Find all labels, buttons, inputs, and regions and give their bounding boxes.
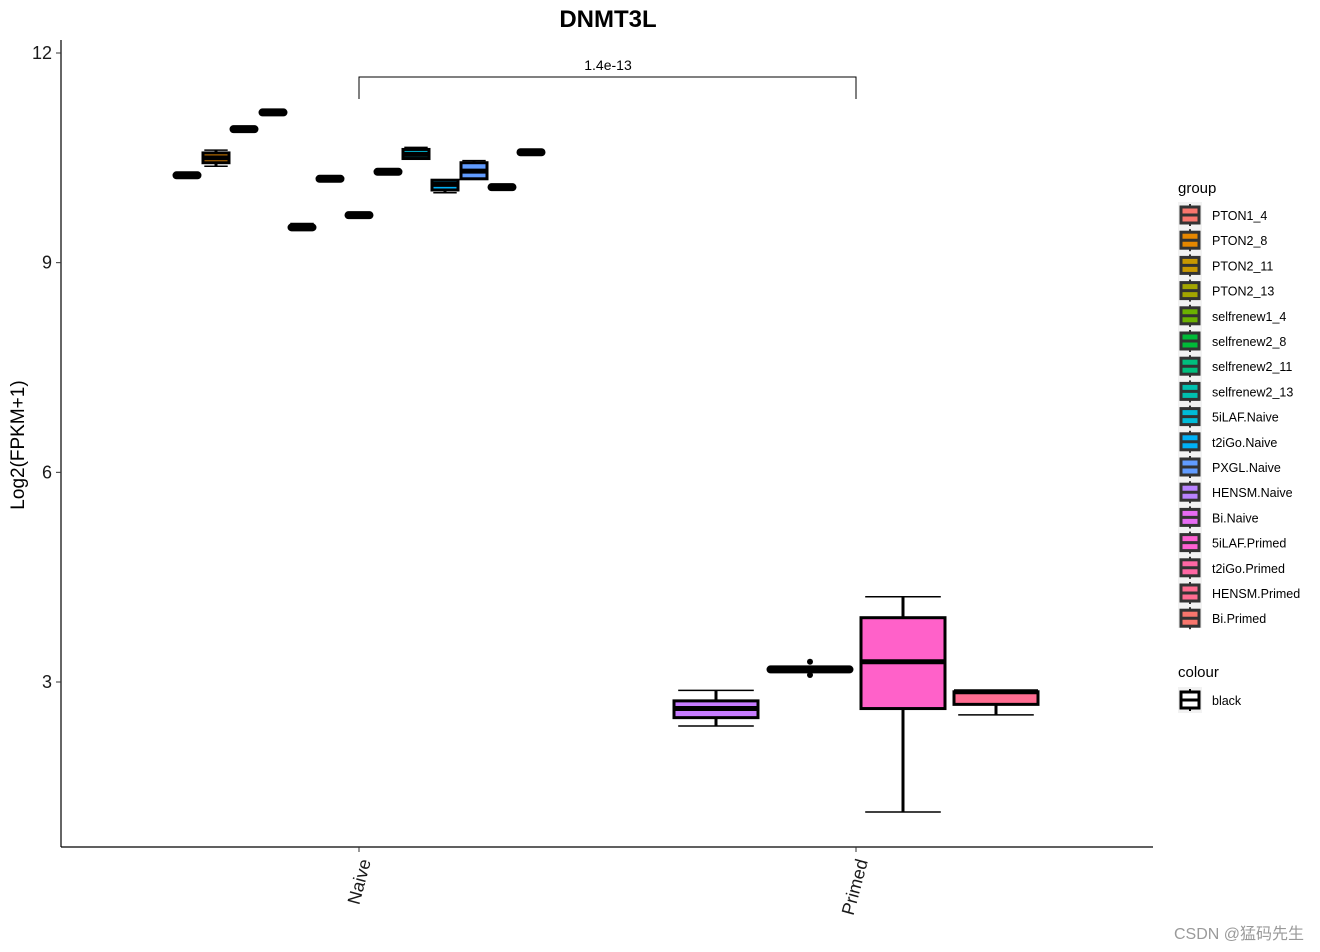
box-PTON2_13: [258, 108, 288, 117]
legend-key-PTON2_13: PTON2_13: [1179, 279, 1274, 302]
legend-key-selfrenew2_8: selfrenew2_8: [1179, 330, 1286, 352]
box-PTON2_11: [229, 125, 259, 134]
legend-key-black: black: [1179, 689, 1242, 711]
legend-title-group: group: [1178, 180, 1216, 197]
watermark: CSDN @猛码先生: [1173, 926, 1304, 943]
y-axis: 3 6 9 12: [32, 40, 62, 847]
box-selfrenew2_11: [344, 211, 374, 220]
box-HENSM.Naive: [487, 183, 517, 192]
legend-title-colour: colour: [1178, 664, 1219, 681]
legend-label: selfrenew2_8: [1212, 335, 1286, 349]
legend-key-Bi.Naive: Bi.Naive: [1179, 506, 1259, 529]
legend: group PTON1_4 PTON2_8 PTON2_11 PTON2_13selfr…: [1178, 180, 1300, 713]
legend-key-5iLAF.Primed: 5iLAF.Primed: [1179, 531, 1286, 554]
legend-key-selfrenew1_4: selfrenew1_4: [1179, 304, 1286, 327]
legend-label: HENSM.Primed: [1212, 587, 1300, 601]
legend-key-selfrenew2_13: selfrenew2_13: [1179, 380, 1293, 403]
legend-label: HENSM.Naive: [1212, 486, 1293, 500]
legend-key-t2iGo.Primed: t2iGo.Primed: [1179, 556, 1285, 579]
y-tick-label: 3: [42, 672, 52, 692]
legend-label: selfrenew1_4: [1212, 310, 1286, 324]
legend-label: t2iGo.Primed: [1212, 562, 1285, 576]
legend-label: PTON2_8: [1212, 234, 1267, 248]
legend-label: Bi.Naive: [1212, 511, 1259, 525]
boxplot-series: [172, 108, 1040, 813]
legend-label: PTON1_4: [1212, 209, 1267, 223]
legend-key-PTON1_4: PTON1_4: [1179, 204, 1267, 226]
chart-title: DNMT3L: [559, 6, 656, 33]
legend-key-HENSM.Primed: HENSM.Primed: [1179, 582, 1300, 604]
box-5iLAF.Naive: [401, 146, 431, 161]
legend-label: PXGL.Naive: [1212, 461, 1281, 475]
box-HENSM.Primed: [859, 595, 947, 813]
legend-key-HENSM.Naive: HENSM.Naive: [1179, 481, 1293, 504]
legend-label: selfrenew2_11: [1212, 360, 1292, 374]
legend-label: selfrenew2_13: [1212, 385, 1293, 399]
significance-bracket: 1.4e-13: [358, 57, 857, 99]
legend-key-t2iGo.Naive: t2iGo.Naive: [1179, 430, 1277, 453]
legend-label: Bi.Primed: [1212, 612, 1266, 626]
legend-label: black: [1212, 694, 1242, 708]
y-tick-label: 12: [32, 43, 52, 63]
x-axis: Naive Primed: [61, 846, 1153, 917]
legend-key-PTON2_8: PTON2_8: [1179, 229, 1267, 252]
box-5iLAF.Primed: [672, 689, 760, 727]
y-tick-label: 9: [42, 253, 52, 273]
box-PXGL.Naive: [459, 159, 489, 181]
box-t2iGo.Primed: [766, 658, 854, 679]
box-selfrenew2_8: [315, 174, 345, 183]
legend-label: 5iLAF.Primed: [1212, 537, 1286, 551]
x-tick-label: Primed: [838, 857, 872, 917]
legend-key-selfrenew2_11: selfrenew2_11: [1179, 355, 1292, 378]
legend-label: PTON2_13: [1212, 285, 1274, 299]
legend-key-Bi.Primed: Bi.Primed: [1179, 607, 1266, 630]
legend-key-PTON2_11: PTON2_11: [1179, 254, 1273, 277]
box-Bi.Primed: [952, 689, 1040, 716]
box-selfrenew1_4: [287, 222, 317, 232]
box-t2iGo.Naive: [430, 178, 460, 194]
legend-key-PXGL.Naive: PXGL.Naive: [1179, 456, 1281, 478]
box-Bi.Naive: [516, 148, 546, 157]
box-PTON2_8: [201, 149, 231, 167]
y-axis-label: Log2(FPKM+1): [8, 380, 29, 509]
y-tick-label: 6: [42, 462, 52, 482]
p-value-label: 1.4e-13: [584, 57, 632, 73]
legend-label: PTON2_11: [1212, 259, 1273, 273]
legend-key-5iLAF.Naive: 5iLAF.Naive: [1179, 405, 1279, 428]
legend-label: 5iLAF.Naive: [1212, 411, 1279, 425]
x-tick-label: Naive: [344, 857, 375, 907]
legend-label: t2iGo.Naive: [1212, 436, 1277, 450]
box-PTON1_4: [172, 171, 202, 180]
box-selfrenew2_13: [373, 167, 403, 176]
